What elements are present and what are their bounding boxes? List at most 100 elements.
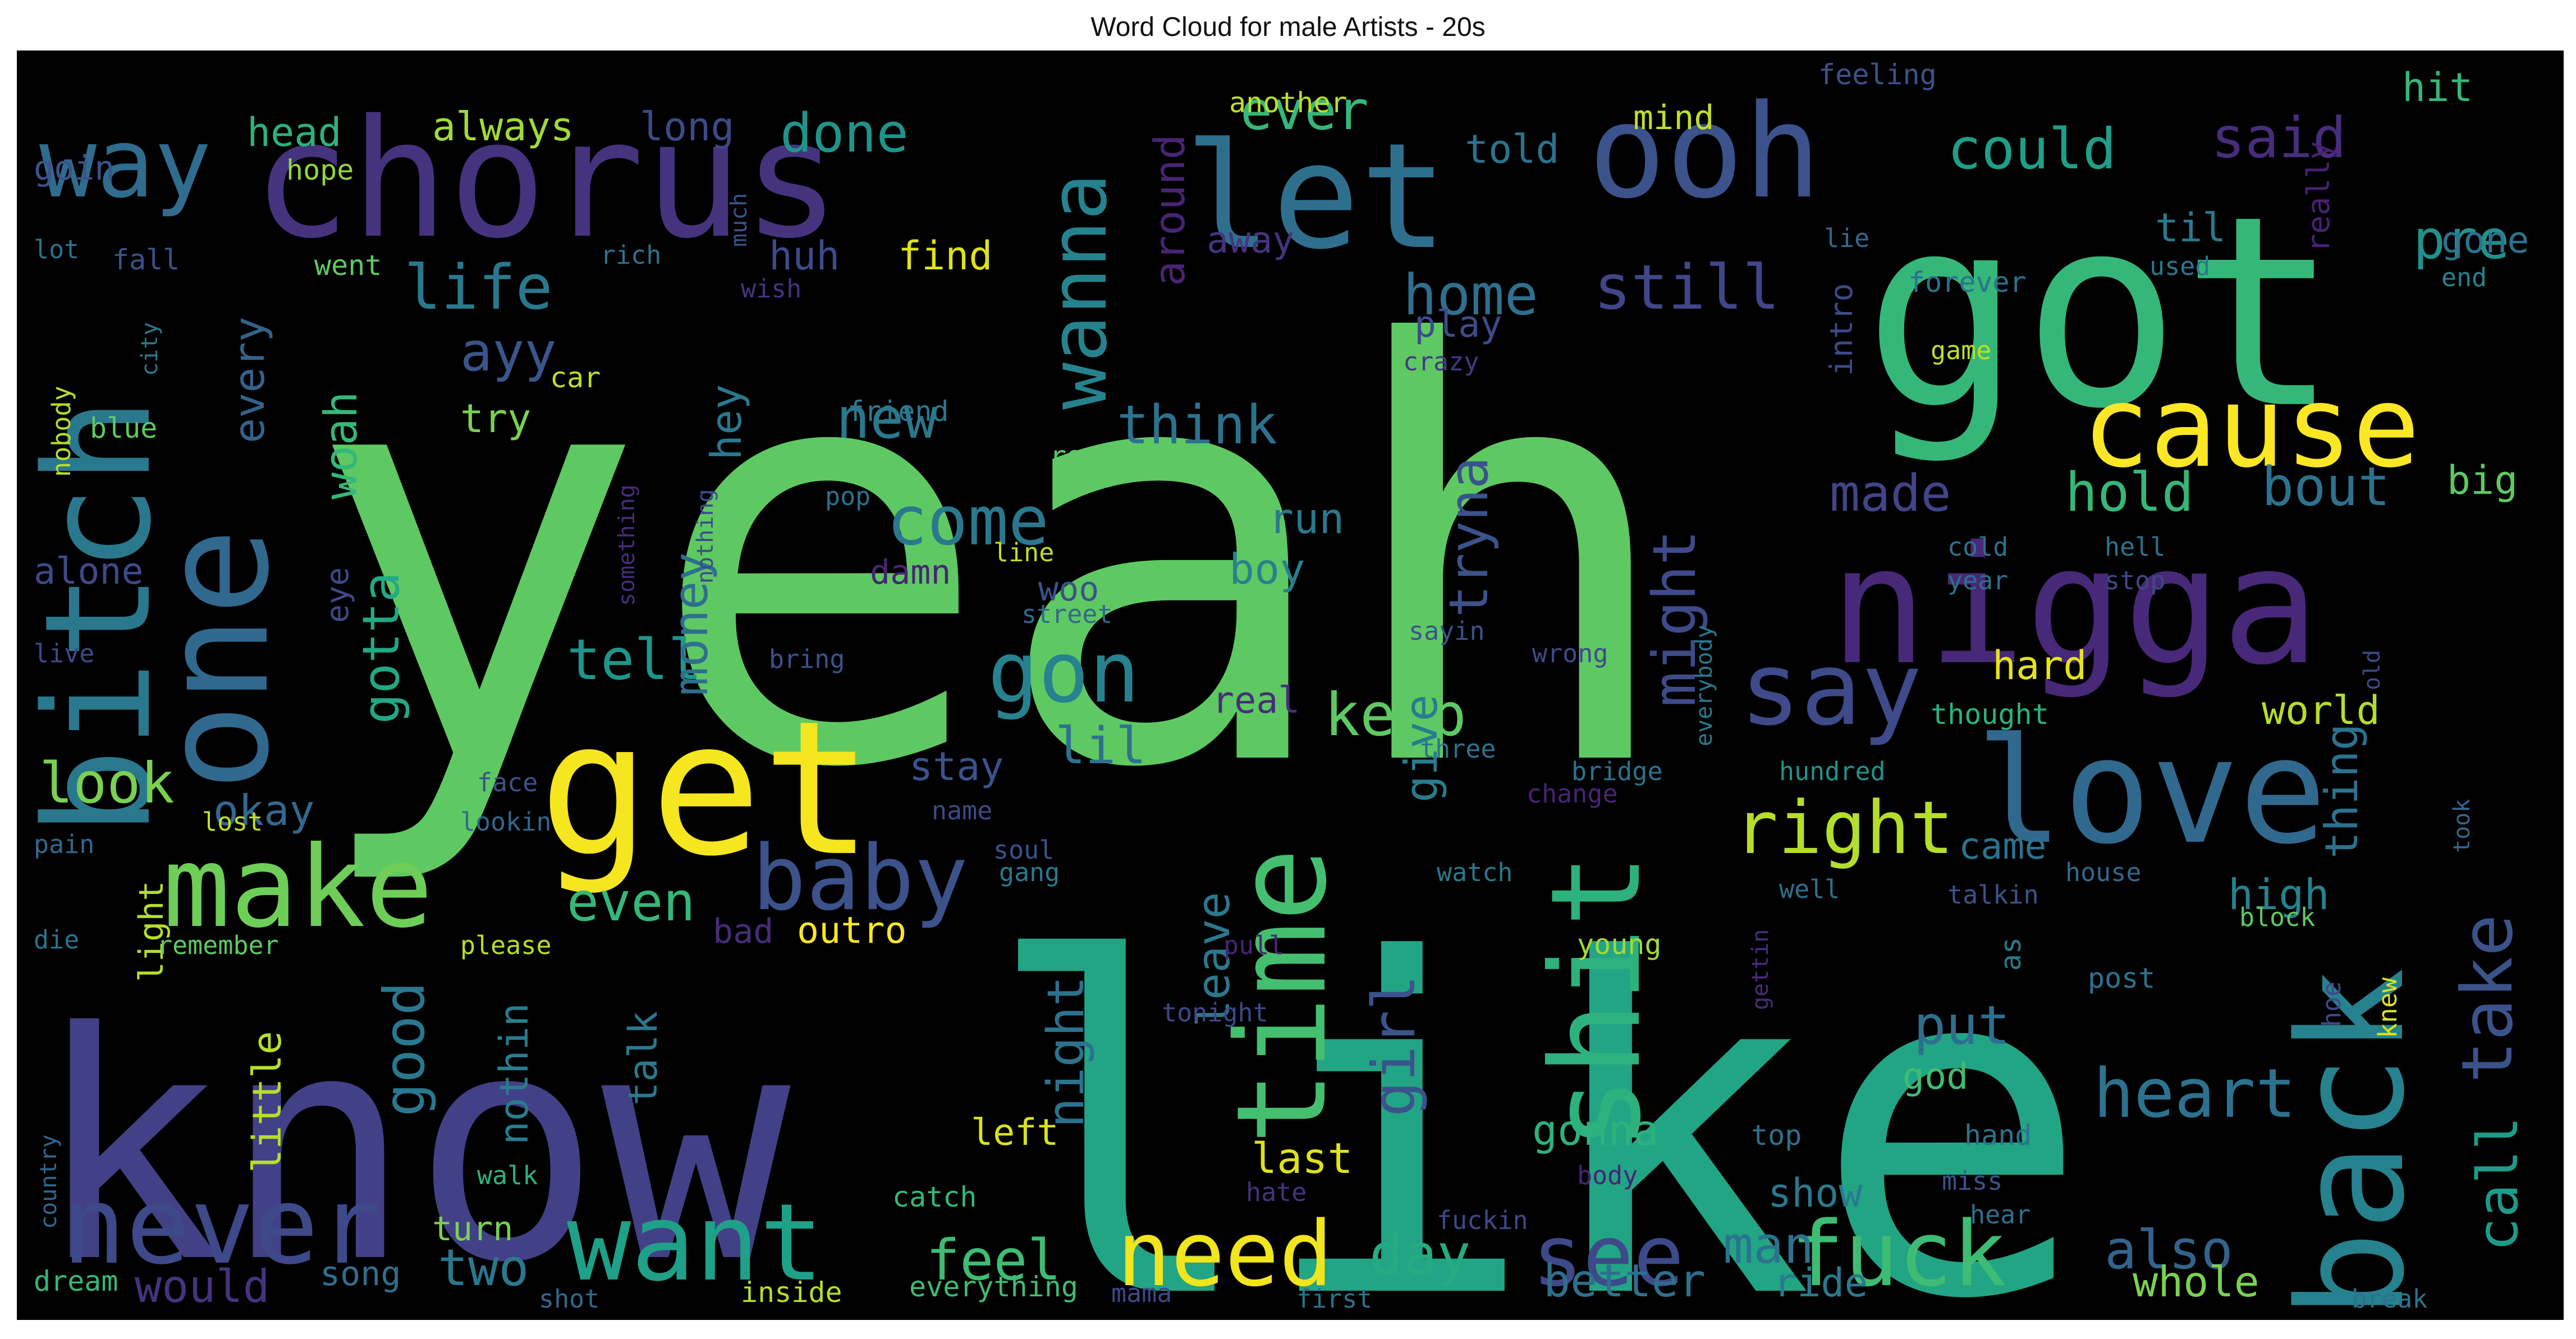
word-fuck: fuck bbox=[1790, 1202, 2006, 1306]
word-dream: dream bbox=[34, 1265, 118, 1297]
word-gang: gang bbox=[999, 857, 1060, 887]
word-bring: bring bbox=[769, 644, 845, 674]
word-live: live bbox=[34, 639, 94, 668]
word-damn: damn bbox=[870, 553, 951, 592]
word-bout: bout bbox=[2262, 456, 2390, 518]
word-new: new bbox=[836, 386, 938, 451]
word-country: country bbox=[36, 1134, 62, 1229]
word-old: old bbox=[2359, 650, 2385, 690]
word-try: try bbox=[460, 396, 531, 442]
word-pain: pain bbox=[34, 829, 94, 859]
word-two: two bbox=[438, 1239, 529, 1297]
word-woo: woo bbox=[1038, 570, 1099, 609]
word-three: three bbox=[1420, 734, 1496, 764]
word-face: face bbox=[477, 768, 538, 797]
word-whole: whole bbox=[2133, 1257, 2259, 1306]
word-gon: gon bbox=[988, 624, 1140, 722]
word-boy: boy bbox=[1229, 544, 1305, 594]
word-made: made bbox=[1830, 464, 1951, 523]
word-feel: feel bbox=[926, 1227, 1061, 1293]
word-keep: keep bbox=[1324, 681, 1466, 749]
word-alone: alone bbox=[34, 551, 144, 593]
word-would: would bbox=[135, 1260, 270, 1313]
word-heart: heart bbox=[2093, 1055, 2296, 1133]
word-stop: stop bbox=[2105, 566, 2165, 595]
word-put: put bbox=[1914, 995, 2010, 1057]
word-look: look bbox=[39, 750, 175, 816]
word-shot: shot bbox=[539, 1284, 599, 1314]
word-told: told bbox=[1465, 126, 1560, 172]
word-high: high bbox=[2228, 870, 2330, 919]
word-never: never bbox=[62, 1164, 383, 1288]
word-game: game bbox=[1931, 336, 1991, 365]
word-gone: gone bbox=[2441, 219, 2529, 262]
word-hear: hear bbox=[1970, 1200, 2030, 1230]
word-way: way bbox=[39, 108, 212, 219]
word-bridge: bridge bbox=[1571, 756, 1663, 786]
word-line: line bbox=[993, 538, 1054, 567]
word-life: life bbox=[404, 251, 553, 323]
word-please: please bbox=[460, 930, 552, 960]
word-hundred: hundred bbox=[1779, 756, 1886, 786]
word-nothing: nothing bbox=[693, 489, 718, 584]
word-one: one bbox=[132, 528, 301, 791]
word-went: went bbox=[314, 249, 382, 282]
word-fall: fall bbox=[112, 244, 180, 276]
word-change: change bbox=[1527, 779, 1618, 809]
word-feeling: feeling bbox=[1818, 58, 1937, 91]
word-like: like bbox=[982, 864, 2091, 1320]
word-every: every bbox=[224, 317, 274, 443]
word-song: song bbox=[320, 1254, 401, 1294]
word-ayy: ayy bbox=[460, 322, 557, 383]
word-eye: eye bbox=[319, 567, 355, 623]
word-got: got bbox=[1863, 159, 2340, 466]
word-come: come bbox=[887, 483, 1049, 561]
word-find: find bbox=[898, 233, 993, 279]
word-house: house bbox=[2065, 857, 2141, 887]
word-nothin: nothin bbox=[491, 1003, 537, 1145]
word-first: first bbox=[1296, 1284, 1372, 1314]
word-still: still bbox=[1594, 251, 1780, 323]
word-always: always bbox=[432, 104, 574, 150]
word-pre: pre bbox=[2413, 209, 2510, 271]
word-inside: inside bbox=[741, 1276, 842, 1309]
word-everybody: everybody bbox=[1692, 625, 1717, 746]
word-yeah: yeah bbox=[303, 226, 1681, 893]
word-time: time bbox=[1210, 847, 1354, 1145]
word-mama: mama bbox=[1111, 1278, 1172, 1308]
word-see: see bbox=[1532, 1208, 1684, 1305]
word-crazy: crazy bbox=[1403, 347, 1479, 377]
word-long: long bbox=[640, 104, 735, 150]
word-street: street bbox=[1021, 599, 1113, 629]
word-end: end bbox=[2441, 263, 2487, 292]
word-nigga: nigga bbox=[1830, 512, 2320, 701]
word-block: block bbox=[2239, 902, 2315, 932]
word-make: make bbox=[163, 822, 433, 953]
word-as: as bbox=[1995, 937, 2027, 971]
word-chorus: chorus bbox=[253, 85, 841, 274]
word-lil: lil bbox=[1055, 717, 1147, 776]
word-might: might bbox=[1640, 530, 1709, 707]
word-lot: lot bbox=[34, 235, 79, 264]
word-turn: turn bbox=[432, 1209, 514, 1249]
word-hell: hell bbox=[2105, 532, 2165, 562]
word-even: even bbox=[567, 872, 695, 933]
word-cause: cause bbox=[2082, 362, 2420, 493]
word-walk: walk bbox=[477, 1161, 538, 1190]
word-post: post bbox=[2088, 962, 2155, 994]
word-show: show bbox=[1768, 1170, 1863, 1216]
word-tryna: tryna bbox=[1438, 457, 1500, 617]
word-take: take bbox=[2447, 914, 2528, 1083]
word-get: get bbox=[539, 681, 873, 897]
word-hold: hold bbox=[2065, 462, 2194, 524]
word-much: much bbox=[726, 193, 752, 247]
word-pull: pull bbox=[1223, 930, 1284, 960]
word-girl: girl bbox=[1360, 975, 1428, 1117]
word-back: back bbox=[2267, 967, 2437, 1319]
word-also: also bbox=[2105, 1219, 2233, 1281]
word-could: could bbox=[1947, 116, 2116, 182]
word-remember: remember bbox=[157, 930, 279, 960]
word-outro: outro bbox=[797, 910, 907, 952]
word-think: think bbox=[1117, 395, 1277, 456]
